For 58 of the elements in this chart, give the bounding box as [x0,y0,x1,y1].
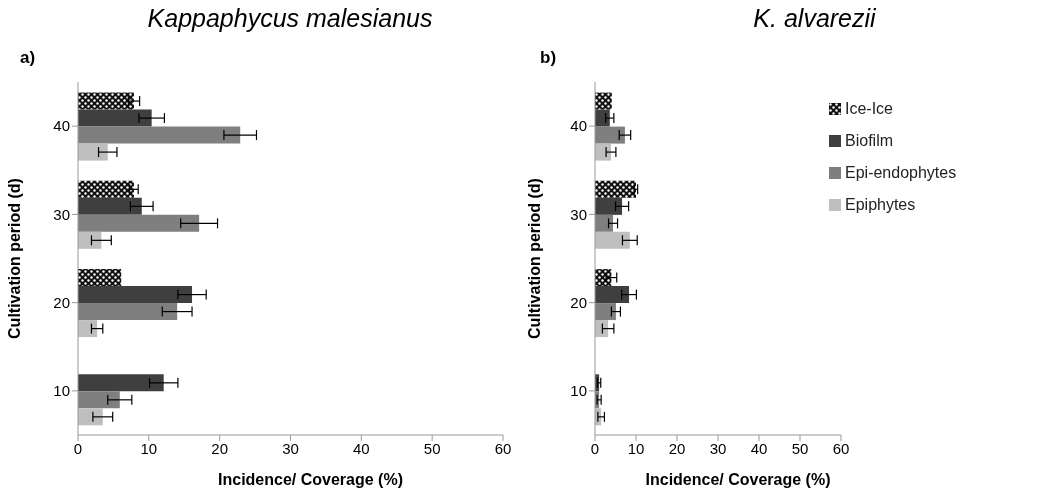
bar [595,126,625,144]
bar [595,214,614,232]
x-tick-label: 10 [140,439,158,457]
bar [78,197,142,215]
bar [595,286,630,304]
bar [78,303,178,321]
legend-label: Ice-Ice [845,100,894,118]
bar [78,92,134,110]
y-tick-label: 10 [570,382,587,400]
y-tick-label: 30 [570,205,587,223]
x-tick-label: 20 [668,439,686,457]
x-tick-label: 10 [627,439,645,457]
x-tick-label: 60 [832,439,850,457]
x-axis-title: Incidence/ Coverage (%) [645,471,831,488]
legend-label: Biofilm [845,132,894,150]
x-tick-label: 30 [282,439,299,457]
x-axis-title: Incidence/ Coverage (%) [218,471,403,488]
bar [78,374,164,392]
chart-title: K. alvarezii [753,4,876,32]
x-tick-label: 60 [494,439,512,457]
x-tick-label: 50 [423,439,441,457]
chart-title: Kappaphycus malesianus [147,4,433,32]
x-tick-label: 40 [750,439,768,457]
x-tick-label: 0 [73,439,83,457]
x-tick-label: 40 [352,439,370,457]
bar [78,286,193,304]
bar [78,214,200,232]
bar [78,320,98,338]
bar [78,231,102,249]
y-axis-title: Cultivation period (d) [525,178,543,339]
bar [595,303,616,321]
bar [78,391,120,409]
x-tick-label: 0 [590,439,600,457]
x-tick-label: 50 [791,439,809,457]
y-tick-label: 40 [570,117,587,135]
legend-label: Epiphytes [845,196,916,214]
bar [78,109,152,127]
y-tick-label: 20 [53,293,70,311]
bar [595,197,623,215]
y-tick-label: 10 [53,382,70,400]
bar [595,231,630,249]
bar [78,126,241,144]
bar [78,408,103,426]
bar [78,143,108,161]
bar [78,269,122,287]
y-tick-label: 40 [53,117,70,135]
y-tick-label: 30 [53,205,70,223]
legend-label: Epi-endophytes [845,164,957,182]
bar [595,109,610,127]
bar [78,180,134,198]
x-tick-label: 20 [211,439,229,457]
text: b) [540,48,557,68]
bar [595,92,612,110]
x-tick-label: 30 [709,439,727,457]
y-axis-title: Cultivation period (d) [5,178,23,339]
text: a) [20,48,36,68]
y-tick-label: 20 [570,293,587,311]
bar [595,180,636,198]
